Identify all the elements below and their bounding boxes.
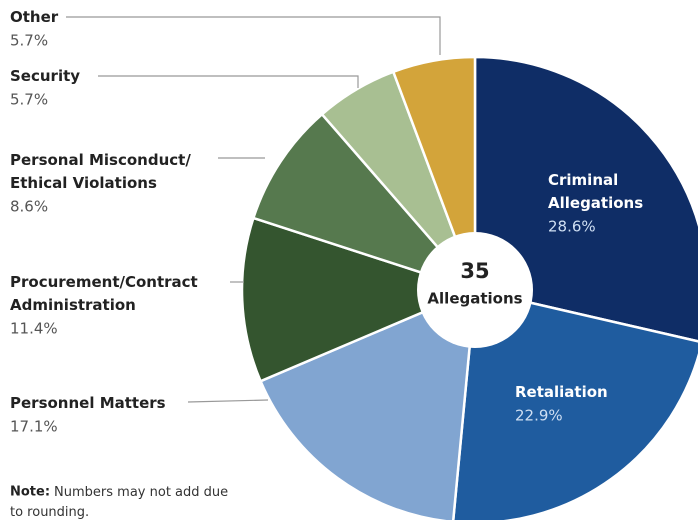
slice [251, 112, 479, 293]
center-label: Allegations [427, 290, 522, 308]
leader-line [98, 75, 359, 88]
leader-line [187, 399, 269, 403]
slice [240, 216, 479, 383]
note-text: Numbers may not add due to rounding. [10, 485, 228, 520]
slice-value-label: 28.6% [548, 218, 596, 236]
leader-line [66, 16, 441, 55]
slice-value-label: 5.7% [10, 32, 48, 50]
slice-label: Retaliation [515, 383, 608, 401]
slice [391, 55, 477, 291]
slice-label: Personal Misconduct/Ethical Violations [10, 151, 191, 192]
note-label: Note: [10, 485, 50, 500]
slice-label: Personnel Matters [10, 394, 166, 412]
slice-label: Criminal Allegations [548, 171, 643, 212]
slice-value-label: 22.9% [515, 407, 563, 425]
slice-label: Other [10, 8, 59, 26]
slice-label: Security [10, 67, 80, 85]
slice [258, 288, 477, 520]
slice [473, 55, 698, 343]
slice-value-label: 8.6% [10, 198, 48, 216]
slice [452, 288, 698, 520]
slice-value-label: 11.4% [10, 320, 58, 338]
slice-value-label: 17.1% [10, 418, 58, 436]
slice-label: Procurement/Contract Administration [10, 273, 198, 314]
donut-hole [417, 232, 533, 348]
slice-value-label: 5.7% [10, 91, 48, 109]
center-value: 35 [460, 259, 489, 283]
